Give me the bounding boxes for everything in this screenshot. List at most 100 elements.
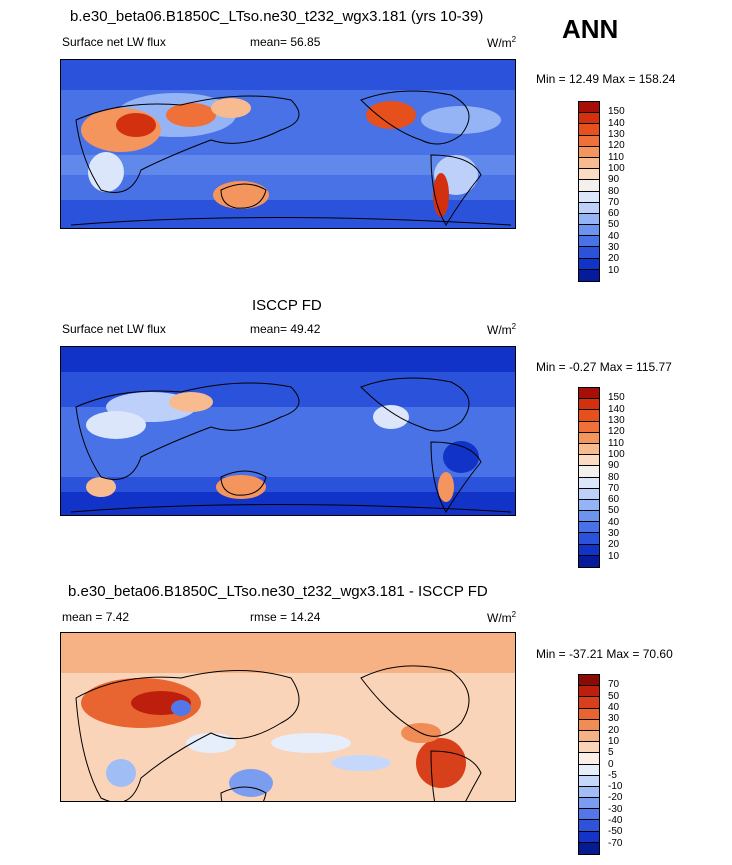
colorbar-tick-label: 70 [608, 679, 620, 691]
colorbar-swatch [579, 831, 599, 843]
colorbar-tick-label: 50 [608, 690, 620, 702]
colorbar-tick-label: 30 [608, 242, 620, 254]
colorbar-swatch [579, 719, 599, 731]
colorbar-swatch [579, 786, 599, 799]
colorbar-swatch [579, 809, 599, 821]
colorbar-tick-label: 120 [608, 140, 625, 152]
colorbar-tick-label: 130 [608, 128, 625, 140]
colorbar-tick-label: 20 [608, 724, 620, 736]
colorbar-swatch [579, 842, 599, 854]
colorbar-swatch [579, 113, 599, 125]
colorbar-tick-label: 100 [608, 448, 625, 460]
panel2-minmax: Min = -0.27 Max = 115.77 [536, 360, 672, 374]
colorbar-tick-label: 10 [608, 264, 620, 276]
panel2-units: W/m2 [487, 322, 517, 337]
colorbar-swatch [579, 388, 599, 400]
colorbar-swatch [579, 455, 599, 467]
colorbar-tick-label: -5 [608, 769, 617, 781]
colorbar-swatch [579, 410, 599, 422]
panel2-mean-label: mean= 49.42 [250, 322, 321, 336]
colorbar-swatch [579, 798, 599, 810]
colorbar-tick-label: 20 [608, 539, 620, 551]
colorbar-swatch [579, 697, 599, 709]
panel3-mean-label: mean = 7.42 [62, 610, 130, 624]
colorbar-tick-label: 110 [608, 151, 624, 163]
colorbar-swatch [579, 511, 599, 523]
colorbar-tick-label: 30 [608, 713, 620, 725]
colorbar-swatch [579, 213, 599, 226]
colorbar-swatch [579, 225, 599, 237]
colorbar-tick-label: -50 [608, 826, 623, 838]
panel1-map [60, 59, 516, 229]
colorbar-tick-label: 50 [608, 219, 620, 231]
colorbar-tick-label: 150 [608, 392, 625, 404]
colorbar-tick-label: 80 [608, 471, 620, 483]
colorbar-tick-label: 80 [608, 185, 620, 197]
colorbar-swatch [579, 157, 599, 170]
colorbar-swatch [579, 399, 599, 411]
colorbar-swatch [579, 764, 599, 776]
colorbar-swatch [579, 269, 599, 281]
colorbar-tick-label: 120 [608, 426, 625, 438]
panel2-map [60, 346, 516, 516]
colorbar-swatch [579, 708, 599, 720]
colorbar-tick-label: 70 [608, 196, 620, 208]
colorbar-swatch [579, 258, 599, 270]
panel3-title: b.e30_beta06.B1850C_LTso.ne30_t232_wgx3.… [68, 583, 488, 600]
colorbar-swatch [579, 102, 599, 114]
colorbar-tick-label: -70 [608, 837, 623, 849]
colorbar-tick-label: -40 [608, 815, 623, 827]
colorbar-tick-label: 60 [608, 494, 620, 506]
colorbar-swatch [579, 488, 599, 500]
panel2-variable-label: Surface net LW flux [62, 322, 166, 336]
colorbar-swatch [579, 742, 599, 754]
panel1-title: b.e30_beta06.B1850C_LTso.ne30_t232_wgx3.… [70, 8, 484, 25]
colorbar-swatch [579, 421, 599, 433]
colorbar-tick-label: 40 [608, 516, 620, 528]
panel1-units: W/m2 [487, 35, 517, 50]
panel2-title: ISCCP FD [252, 297, 322, 314]
colorbar-swatch [579, 466, 599, 478]
colorbar-tick-label: 5 [608, 747, 614, 759]
colorbar-tick-label: 90 [608, 174, 620, 186]
panel3-map [60, 632, 516, 802]
colorbar-swatch [579, 753, 599, 765]
colorbar-swatch [579, 124, 599, 136]
colorbar-swatch [579, 477, 599, 489]
colorbar-tick-label: 30 [608, 528, 620, 540]
panel2-colorbar [578, 387, 600, 568]
colorbar-tick-label: 50 [608, 505, 620, 517]
colorbar-tick-label: 110 [608, 437, 624, 449]
colorbar-swatch [579, 820, 599, 832]
panel1-mean-label: mean= 56.85 [250, 35, 321, 49]
panel3-minmax: Min = -37.21 Max = 70.60 [536, 647, 673, 661]
panel1-minmax: Min = 12.49 Max = 158.24 [536, 72, 676, 86]
colorbar-swatch [579, 180, 599, 192]
colorbar-swatch [579, 522, 599, 534]
colorbar-tick-label: 150 [608, 106, 625, 118]
colorbar-tick-label: 60 [608, 208, 620, 220]
colorbar-swatch [579, 775, 599, 787]
panel1-colorbar [578, 101, 600, 282]
panel1-variable-label: Surface net LW flux [62, 35, 166, 49]
colorbar-tick-label: -20 [608, 792, 623, 804]
colorbar-tick-label: 130 [608, 414, 625, 426]
colorbar-swatch [579, 443, 599, 456]
panel3-rmse-label: rmse = 14.24 [250, 610, 321, 624]
colorbar-tick-label: 40 [608, 701, 620, 713]
colorbar-swatch [579, 686, 599, 698]
colorbar-swatch [579, 544, 599, 556]
colorbar-swatch [579, 135, 599, 147]
colorbar-tick-label: -10 [608, 781, 623, 793]
season-label: ANN [562, 14, 619, 44]
colorbar-tick-label: 10 [608, 550, 620, 562]
colorbar-swatch [579, 499, 599, 512]
colorbar-tick-label: 40 [608, 230, 620, 242]
colorbar-swatch [579, 202, 599, 214]
colorbar-swatch [579, 675, 599, 687]
colorbar-tick-label: 140 [608, 117, 625, 129]
colorbar-swatch [579, 730, 599, 743]
colorbar-swatch [579, 533, 599, 545]
colorbar-tick-label: 20 [608, 253, 620, 265]
colorbar-swatch [579, 191, 599, 203]
